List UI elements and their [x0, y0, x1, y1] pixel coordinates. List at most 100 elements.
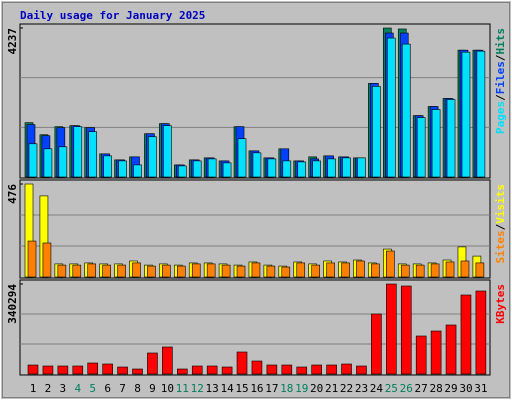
bar	[237, 138, 247, 178]
bar	[475, 290, 487, 375]
bar	[386, 283, 397, 375]
bar	[178, 165, 187, 178]
bar	[206, 365, 218, 375]
bar	[133, 164, 142, 178]
bar	[28, 143, 38, 178]
chart-title: Daily usage for January 2025	[20, 9, 205, 22]
bar	[430, 330, 442, 375]
x-tick-label: 3	[60, 382, 67, 395]
x-tick-label: 27	[415, 382, 428, 395]
bar	[117, 264, 126, 278]
x-tick-label: 15	[235, 382, 248, 395]
bar	[191, 263, 201, 278]
bar	[282, 160, 292, 178]
bar	[72, 365, 84, 375]
bar	[327, 158, 336, 178]
bar	[266, 364, 278, 375]
bar	[221, 366, 233, 375]
bar	[297, 161, 307, 178]
x-tick-label: 23	[355, 382, 368, 395]
legend: Pages/Files/Hits	[494, 28, 507, 134]
bar	[236, 265, 246, 278]
bar	[147, 352, 158, 375]
bar	[371, 313, 382, 375]
bar	[206, 263, 216, 278]
x-tick-label: 21	[325, 382, 338, 395]
bar	[177, 368, 188, 375]
x-tick-label: 25	[385, 382, 398, 395]
legend-entry: Pages	[494, 101, 507, 134]
bar	[416, 117, 426, 178]
legend-entry: Files	[494, 61, 507, 94]
bar	[42, 365, 54, 375]
bar	[251, 262, 261, 278]
bar	[222, 162, 232, 178]
x-tick-label: 4	[74, 382, 81, 395]
bar	[342, 157, 351, 178]
bar	[281, 266, 291, 278]
x-tick-label: 12	[191, 382, 204, 395]
bar	[341, 262, 350, 278]
x-tick-label: 6	[104, 382, 111, 395]
bar	[103, 155, 112, 178]
x-tick-label: 10	[161, 382, 174, 395]
x-tick-label: 19	[295, 382, 308, 395]
bar	[221, 264, 231, 278]
x-tick-label: 18	[280, 382, 293, 395]
bar	[27, 364, 39, 375]
legend-entry: Hits	[494, 28, 507, 55]
legend-separator: /	[494, 54, 507, 61]
bar	[43, 148, 53, 178]
bar	[326, 262, 335, 278]
bar	[207, 158, 217, 178]
bar	[311, 364, 322, 375]
bar	[87, 263, 97, 278]
bar	[446, 99, 456, 178]
legend: Sites/Visits	[494, 184, 507, 264]
x-tick-label: 14	[220, 382, 234, 395]
bar	[163, 125, 172, 178]
bar	[415, 335, 427, 375]
bar	[296, 262, 306, 278]
bar	[73, 126, 83, 178]
bar	[371, 263, 380, 278]
x-tick-label: 30	[459, 382, 472, 395]
x-tick-label: 31	[474, 382, 487, 395]
bar	[132, 262, 141, 278]
x-tick-label: 24	[370, 382, 384, 395]
bar	[461, 51, 471, 178]
x-tick-label: 29	[444, 382, 457, 395]
x-tick-label: 28	[429, 382, 442, 395]
bar	[162, 346, 173, 375]
bar	[312, 160, 321, 178]
bar	[102, 264, 111, 278]
bar	[27, 240, 37, 278]
bar	[386, 250, 395, 278]
bar	[357, 157, 366, 178]
bar	[88, 131, 98, 178]
bar	[445, 261, 455, 278]
legend-entry: Visits	[494, 184, 507, 224]
bar	[191, 365, 203, 375]
bar	[445, 324, 457, 375]
x-tick-label: 13	[206, 382, 219, 395]
bar	[102, 363, 113, 375]
y-tick-label: 476	[6, 184, 19, 204]
bar	[281, 364, 293, 375]
bar	[431, 109, 441, 178]
bar	[147, 265, 156, 278]
bar	[460, 294, 472, 375]
bar	[430, 263, 440, 278]
y-tick-label: 4237	[6, 28, 19, 55]
x-tick-label: 9	[149, 382, 156, 395]
plot-area	[19, 279, 491, 376]
bar	[192, 160, 202, 178]
bar	[356, 260, 365, 278]
bar	[57, 264, 67, 278]
x-tick-label: 17	[265, 382, 278, 395]
bar	[148, 136, 157, 178]
bar	[356, 365, 367, 375]
bar	[117, 366, 128, 375]
bar	[400, 264, 410, 278]
